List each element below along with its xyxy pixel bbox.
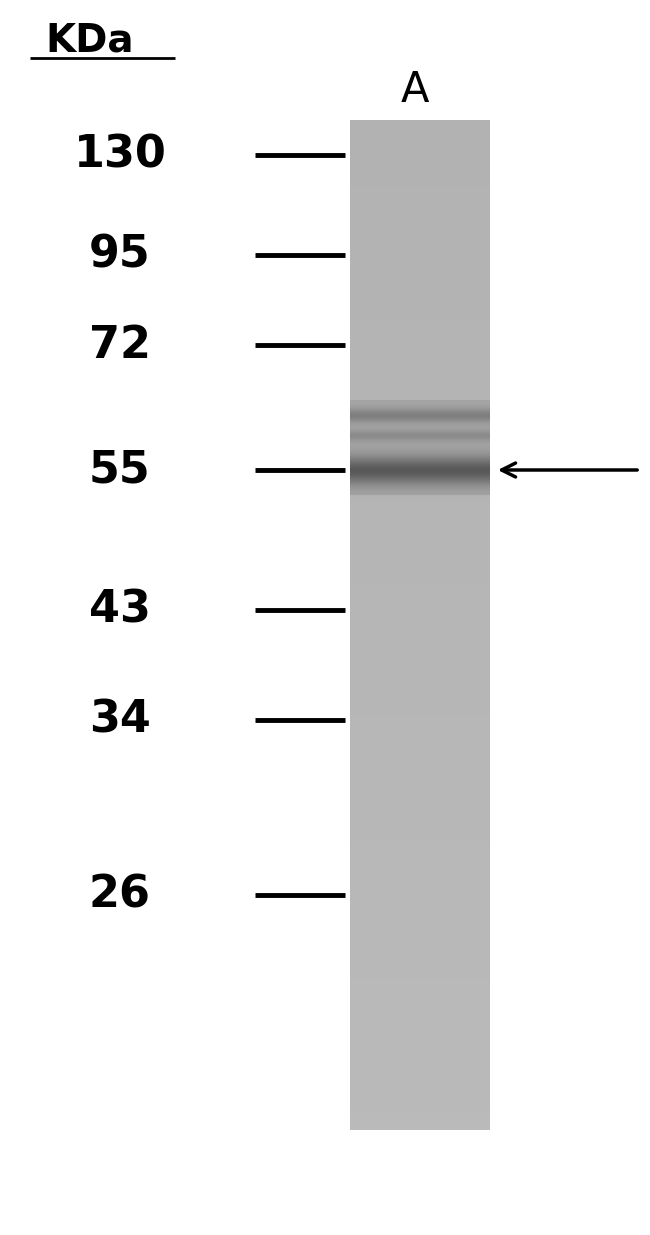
Text: 26: 26 [89, 873, 151, 916]
Text: A: A [401, 69, 429, 111]
Text: 72: 72 [89, 324, 151, 367]
Text: 34: 34 [89, 699, 151, 741]
Text: 43: 43 [89, 589, 151, 631]
Text: 55: 55 [89, 448, 151, 492]
Text: 130: 130 [73, 133, 166, 177]
Text: 95: 95 [89, 233, 151, 277]
Text: KDa: KDa [46, 21, 135, 59]
